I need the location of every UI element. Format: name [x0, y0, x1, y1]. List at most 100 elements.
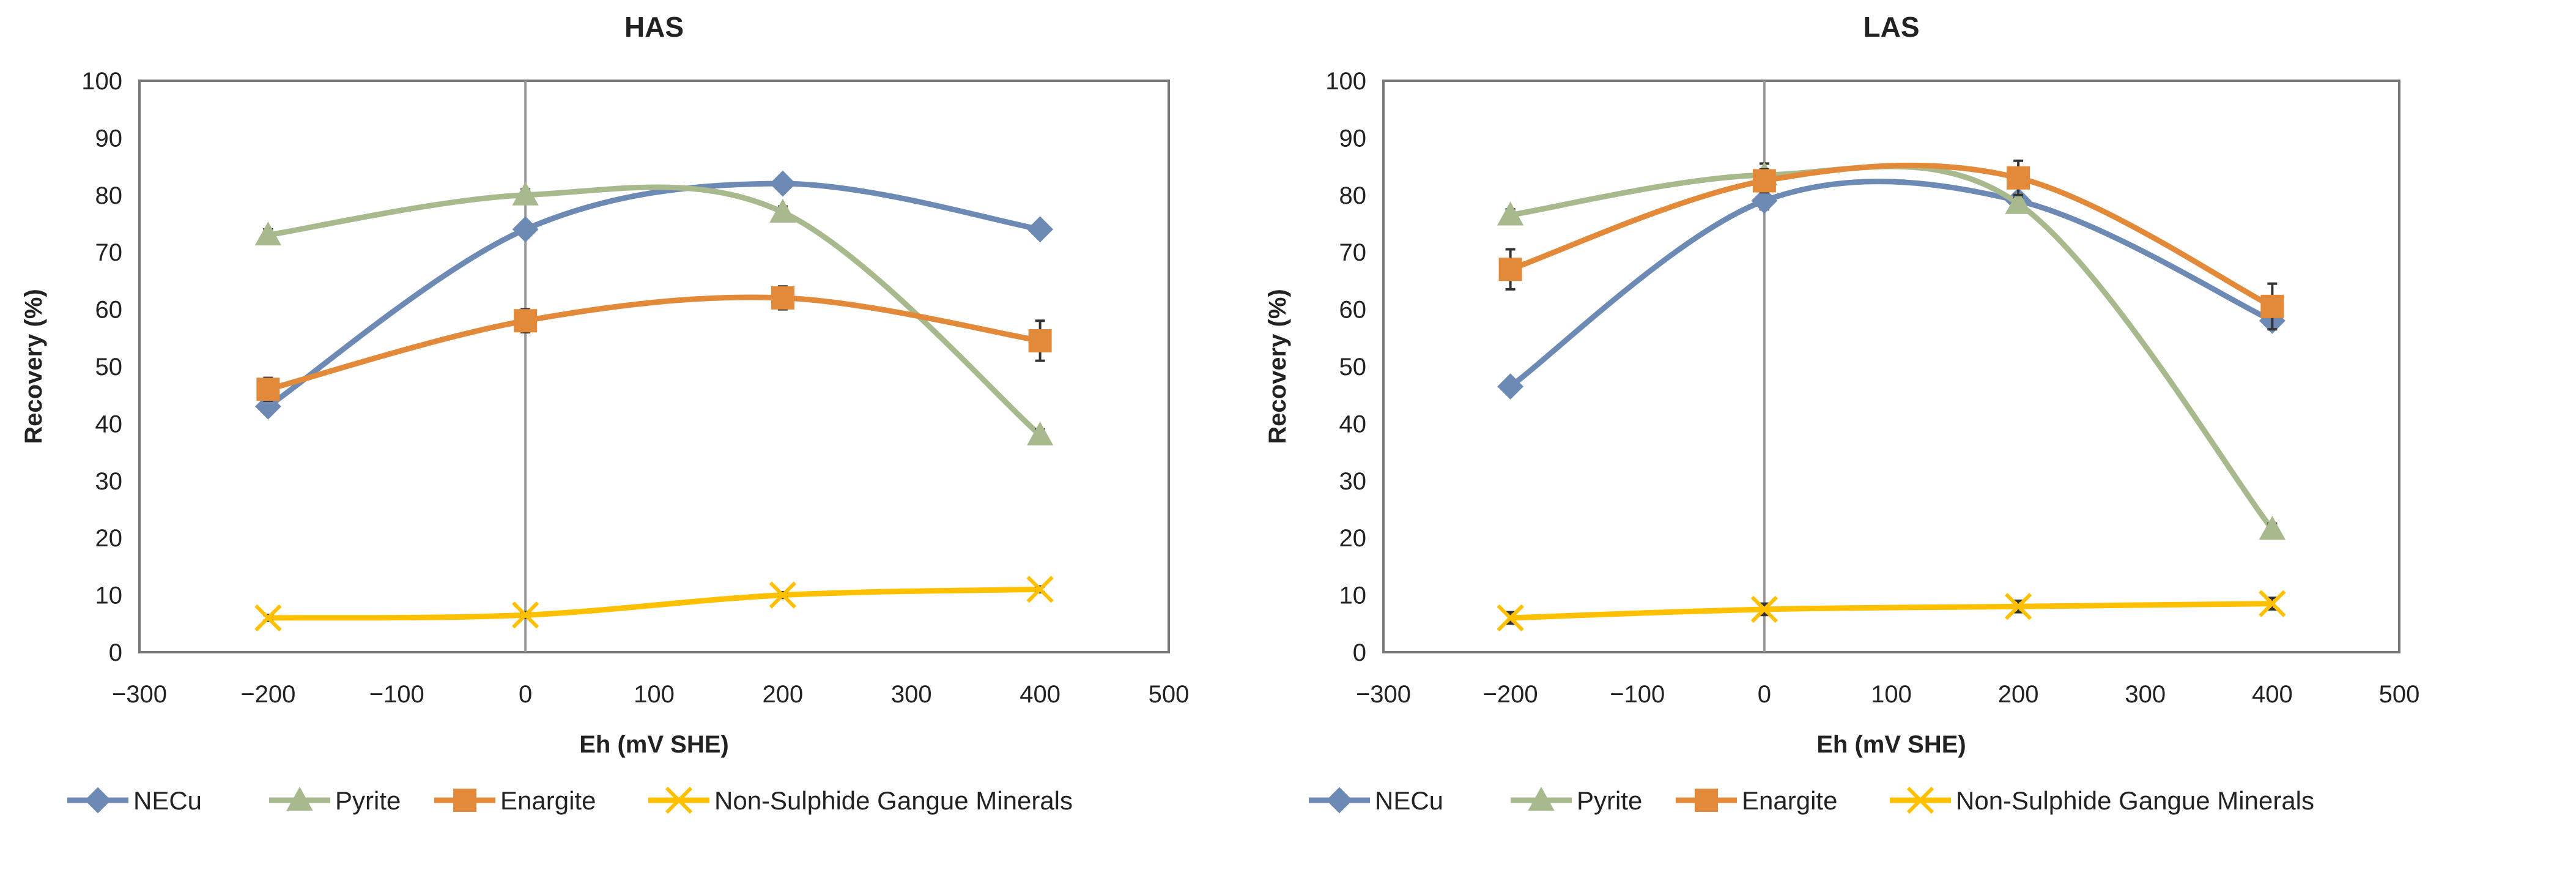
series-line [266, 180, 1041, 409]
x-tick-label: 100 [634, 681, 675, 708]
legend-label: NECu [133, 786, 202, 815]
data-point-x [1026, 576, 1054, 603]
chart-title: LAS [1864, 11, 1920, 43]
data-point-triangle [1026, 422, 1054, 446]
data-point-x [512, 601, 539, 629]
y-tick-label: 50 [95, 354, 123, 381]
x-tick-label: 400 [1020, 681, 1060, 708]
x-tick-label: 400 [2252, 681, 2293, 708]
series-necu [1497, 179, 2285, 400]
data-point-triangle [2259, 516, 2286, 540]
data-point-diamond [769, 170, 796, 197]
y-tick-label: 0 [109, 639, 122, 666]
y-tick-label: 60 [95, 297, 123, 324]
x-tick-label: −300 [1356, 681, 1411, 708]
data-point-square [256, 377, 280, 401]
legend-label: Non-Sulphide Gangue Minerals [714, 786, 1073, 815]
data-point-square [771, 286, 794, 310]
series-enargite [256, 285, 1052, 403]
chart-las: LAS 0 10 20 30 40 50 60 70 80 90 100 −300 −200 −100 0 10… [1264, 11, 2419, 815]
y-tick-label: 70 [1339, 239, 1367, 266]
legend-item: Enargite [434, 786, 596, 815]
series-line [1509, 162, 2274, 309]
series-line [267, 184, 1042, 437]
legend-marker-diamond [1326, 787, 1353, 814]
x-tick-label: −200 [240, 681, 295, 708]
data-point-diamond [1497, 373, 1524, 400]
y-tick-label: 50 [1339, 354, 1367, 381]
y-tick-label: 20 [95, 525, 123, 552]
y-tick-label: 40 [95, 411, 123, 437]
legend-label: Enargite [1742, 786, 1837, 815]
y-tick-label: 80 [1339, 182, 1367, 209]
x-tick-label: 0 [519, 681, 532, 708]
legend-marker-triangle [286, 786, 313, 811]
data-point-diamond [1751, 187, 1778, 214]
series-enargite [1498, 159, 2284, 331]
series-line [1509, 163, 2274, 531]
x-tick-label: 300 [891, 681, 932, 708]
data-point-square [514, 309, 538, 333]
x-tick-label: −300 [112, 681, 167, 708]
series-pyrite [254, 181, 1054, 446]
data-point-triangle [1497, 201, 1524, 226]
data-point-triangle [512, 181, 539, 206]
data-point-x [1750, 595, 1778, 623]
series-line [267, 294, 1041, 392]
x-axis-label: Eh (mV SHE) [579, 731, 728, 758]
legend-item: Pyrite [1511, 786, 1642, 815]
data-point-triangle [769, 198, 796, 223]
legend-marker-x [1906, 786, 1934, 814]
x-tick-label: −100 [1610, 681, 1665, 708]
data-point-square [2007, 166, 2030, 190]
legend-item: NECu [1309, 786, 1443, 815]
y-tick-label: 60 [1339, 297, 1367, 324]
series-pyrite [1497, 162, 2286, 540]
y-axis-label: Recovery (%) [20, 289, 47, 444]
plot-area-border [138, 80, 1170, 653]
x-tick-label: −100 [369, 681, 424, 708]
data-point-x [2259, 590, 2286, 617]
y-tick-label: 30 [95, 468, 123, 495]
series-line [1508, 179, 2274, 389]
y-tick-label: 0 [1353, 639, 1366, 666]
y-tick-label: 100 [1325, 68, 1366, 95]
legend-item: NECu [67, 786, 202, 815]
y-tick-label: 20 [1339, 525, 1367, 552]
legend-marker-triangle [1528, 786, 1555, 811]
legend-item: Non-Sulphide Gangue Minerals [1890, 786, 2314, 815]
series-necu [254, 170, 1054, 420]
y-tick-label: 90 [1339, 125, 1367, 152]
x-tick-label: 500 [2379, 681, 2420, 708]
series-line [1510, 601, 2273, 621]
data-point-square [2260, 294, 2284, 318]
chart-has: HAS 0 10 20 30 40 50 60 70 80 90 100 −300 −200 −100 0 10… [20, 11, 1189, 815]
series-non-sulphide-gangue-minerals [1497, 590, 2286, 632]
legend-item: Non-Sulphide Gangue Minerals [648, 786, 1073, 815]
data-point-square [1498, 258, 1522, 281]
y-tick-label: 90 [95, 125, 123, 152]
data-point-x [254, 604, 282, 632]
data-point-square [1028, 329, 1052, 352]
y-tick-label: 10 [1339, 582, 1367, 609]
y-tick-label: 100 [81, 68, 122, 95]
y-axis-label: Recovery (%) [1264, 289, 1291, 444]
series-non-sulphide-gangue-minerals [254, 576, 1054, 632]
chart-title: HAS [624, 11, 684, 43]
legend-marker-x [665, 786, 693, 814]
y-tick-label: 70 [95, 239, 123, 266]
x-tick-label: 0 [1758, 681, 1771, 708]
data-point-diamond [1027, 216, 1054, 243]
data-point-triangle [254, 221, 282, 246]
data-point-x [1497, 604, 1524, 632]
x-axis-label: Eh (mV SHE) [1816, 731, 1966, 758]
legend-label: Non-Sulphide Gangue Minerals [1956, 786, 2314, 815]
x-tick-label: 200 [763, 681, 804, 708]
legend-label: NECu [1375, 786, 1443, 815]
series-line [268, 586, 1040, 621]
x-tick-label: 300 [2125, 681, 2166, 708]
data-point-diamond [512, 216, 539, 243]
data-point-x [2005, 593, 2032, 620]
y-tick-label: 30 [1339, 468, 1367, 495]
